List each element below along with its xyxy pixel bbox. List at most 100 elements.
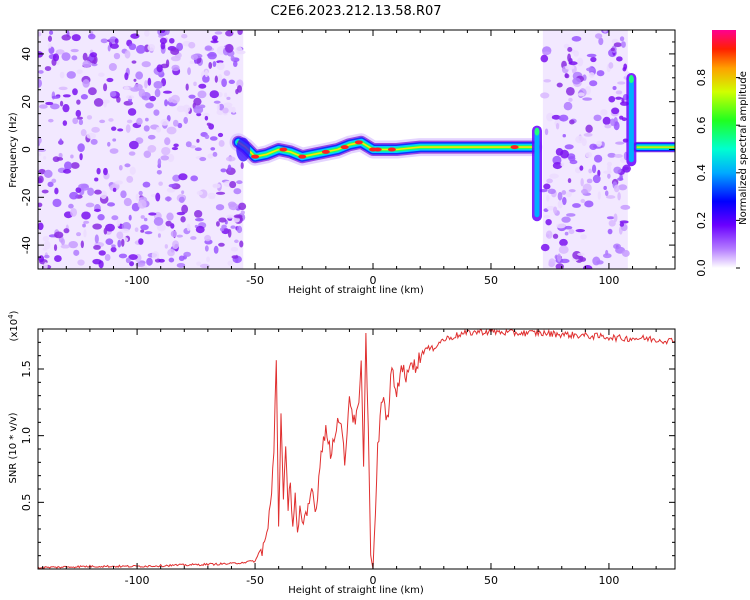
noise-speckle — [218, 242, 225, 247]
noise-speckle — [143, 125, 150, 132]
noise-speckle — [69, 191, 79, 200]
noise-speckle — [615, 90, 623, 95]
spike-tip — [534, 127, 540, 136]
noise-speckle — [88, 33, 96, 40]
figure-title: C2E6.2023.212.13.58.R07 — [270, 4, 441, 19]
noise-speckle — [594, 33, 603, 39]
spectrogram-xlabel: Height of straight line (km) — [288, 285, 424, 296]
noise-speckle — [593, 114, 602, 122]
noise-speckle — [116, 231, 124, 240]
noise-speckle — [53, 244, 58, 252]
noise-speckle — [100, 38, 108, 44]
noise-speckle — [130, 87, 140, 92]
noise-speckle — [89, 52, 98, 58]
noise-speckle — [160, 30, 166, 33]
noise-speckle — [105, 223, 115, 232]
noise-speckle — [210, 147, 216, 151]
snr-xlabel: Height of straight line (km) — [288, 585, 424, 596]
noise-speckle — [607, 152, 616, 158]
noise-speckle — [591, 164, 597, 174]
noise-speckle — [164, 244, 168, 249]
noise-speckle — [144, 30, 150, 37]
noise-speckle — [62, 120, 68, 126]
noise-speckle — [70, 154, 74, 159]
noise-speckle — [138, 238, 144, 245]
noise-speckle — [165, 220, 172, 227]
noise-speckle — [99, 119, 106, 124]
noise-speckle — [54, 255, 62, 262]
noise-speckle — [165, 30, 170, 36]
noise-speckle — [204, 234, 211, 242]
noise-speckle — [166, 187, 176, 193]
noise-speckle — [71, 34, 81, 42]
noise-speckle — [170, 48, 180, 56]
noise-speckle — [62, 169, 72, 174]
noise-speckle — [38, 78, 42, 88]
noise-speckle — [619, 36, 625, 42]
noise-speckle — [159, 37, 167, 45]
noise-speckle — [42, 247, 48, 251]
noise-speckle — [226, 214, 235, 219]
noise-speckle — [129, 261, 135, 267]
noise-speckle — [76, 116, 83, 120]
noise-speckle — [118, 164, 123, 171]
noise-speckle — [600, 109, 608, 116]
y-tick-label: 1.0 — [20, 427, 33, 445]
noise-speckle — [603, 170, 612, 175]
noise-speckle — [568, 61, 578, 66]
noise-speckle — [103, 167, 108, 176]
noise-speckle — [76, 99, 81, 105]
noise-speckle — [135, 71, 144, 80]
noise-speckle — [563, 101, 573, 111]
noise-speckle — [70, 48, 79, 53]
spike-inner — [628, 77, 634, 163]
noise-speckle — [97, 214, 105, 221]
noise-speckle — [190, 175, 199, 182]
noise-speckle — [147, 134, 156, 140]
noise-speckle — [560, 149, 569, 159]
noise-speckle — [617, 81, 626, 85]
noise-speckle — [543, 79, 552, 83]
noise-speckle — [43, 240, 51, 250]
noise-speckle — [176, 262, 186, 268]
noise-speckle — [79, 153, 83, 161]
noise-speckle — [558, 114, 569, 122]
noise-speckle — [613, 166, 622, 174]
noise-speckle — [218, 103, 225, 111]
noise-speckle — [588, 168, 593, 174]
noise-speckle — [212, 183, 221, 189]
noise-speckle — [156, 224, 166, 232]
signal-hotspot — [387, 147, 396, 152]
noise-speckle — [153, 216, 164, 226]
noise-speckle — [579, 165, 584, 171]
signal-hotspot — [298, 154, 307, 159]
noise-speckle — [619, 174, 623, 181]
noise-speckle — [98, 72, 105, 77]
spectrogram-axes: -100 -50 0 50 100 -40 -20 0 20 40 — [20, 29, 675, 287]
noise-speckle — [170, 94, 180, 104]
noise-speckle — [173, 143, 179, 148]
signal-track-layer — [237, 141, 535, 158]
noise-speckle — [178, 173, 188, 181]
x-tick-label: -50 — [246, 274, 264, 287]
noise-speckle — [171, 146, 179, 151]
noise-speckle — [170, 230, 178, 238]
noise-speckle — [566, 213, 576, 217]
noise-speckle — [194, 147, 202, 152]
noise-speckle — [85, 202, 95, 208]
noise-speckle — [94, 177, 99, 182]
noise-speckle — [203, 112, 210, 118]
noise-speckle — [176, 105, 185, 113]
noise-speckle — [204, 45, 213, 51]
noise-speckle — [75, 109, 82, 118]
noise-speckle — [80, 240, 84, 249]
noise-speckle — [43, 169, 53, 178]
noise-speckle — [592, 256, 601, 266]
noise-speckle — [593, 154, 603, 163]
noise-speckle — [614, 154, 623, 158]
noise-speckle — [164, 196, 172, 202]
x-tick-label: 100 — [598, 574, 619, 587]
x-tick-label: 50 — [484, 274, 498, 287]
noise-speckle — [62, 94, 71, 98]
